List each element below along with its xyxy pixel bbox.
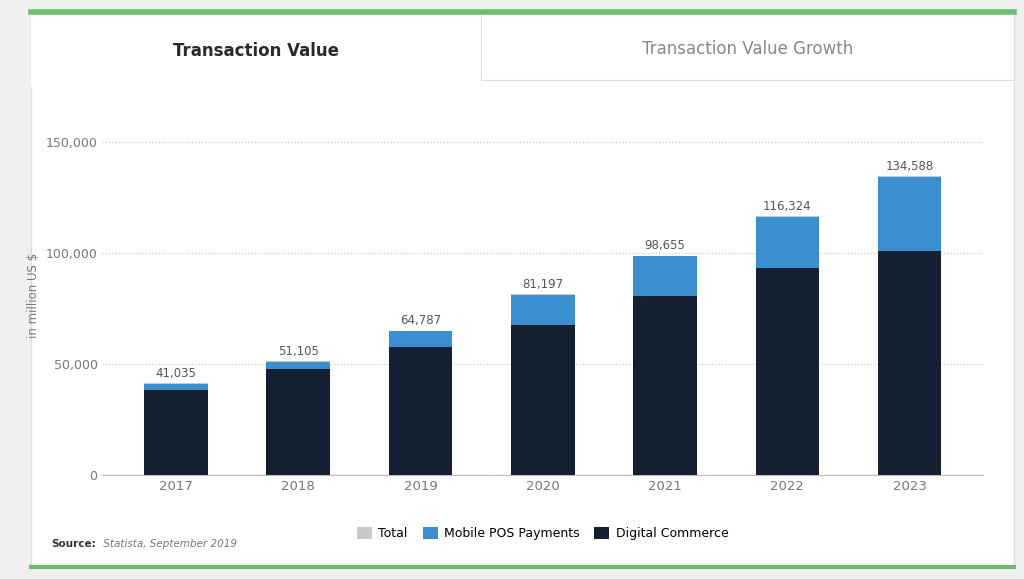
- Bar: [878, 177, 941, 251]
- Bar: [633, 296, 696, 475]
- Bar: [144, 383, 208, 384]
- Text: 116,324: 116,324: [763, 200, 812, 213]
- Bar: [878, 251, 941, 475]
- Bar: [633, 256, 696, 296]
- Bar: [633, 255, 696, 256]
- Text: 41,035: 41,035: [156, 367, 197, 380]
- Text: Info: Info: [934, 543, 971, 560]
- Bar: [266, 361, 330, 369]
- Bar: [511, 325, 574, 475]
- Bar: [144, 390, 208, 475]
- Text: Statista, September 2019: Statista, September 2019: [100, 539, 238, 549]
- Y-axis label: in million US $: in million US $: [27, 252, 40, 338]
- Text: Transaction Value Growth: Transaction Value Growth: [642, 40, 853, 58]
- Bar: [511, 295, 574, 325]
- Legend: Total, Mobile POS Payments, Digital Commerce: Total, Mobile POS Payments, Digital Comm…: [352, 522, 733, 545]
- Bar: [756, 217, 819, 267]
- Text: Transaction Value: Transaction Value: [173, 42, 339, 60]
- Text: 81,197: 81,197: [522, 278, 563, 291]
- Bar: [266, 369, 330, 475]
- Text: 64,787: 64,787: [399, 314, 441, 327]
- Text: Source:: Source:: [51, 539, 96, 549]
- Bar: [389, 331, 453, 347]
- Text: 134,588: 134,588: [886, 160, 934, 173]
- Text: 98,655: 98,655: [644, 239, 685, 252]
- Bar: [878, 176, 941, 177]
- Bar: [511, 294, 574, 295]
- Bar: [756, 267, 819, 475]
- Bar: [389, 347, 453, 475]
- Text: 51,105: 51,105: [278, 345, 318, 358]
- Bar: [144, 384, 208, 390]
